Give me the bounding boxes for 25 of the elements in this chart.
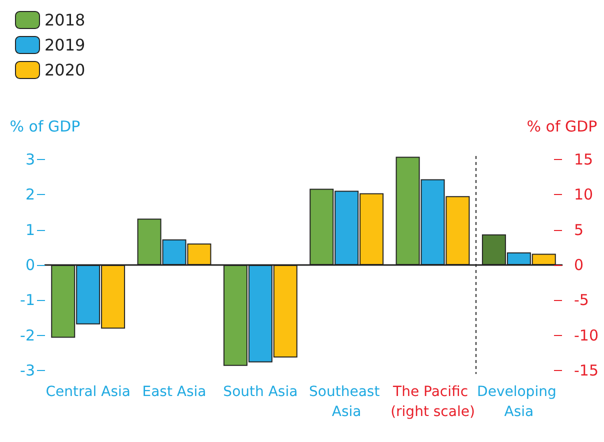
x-tick-label: Developing Asia	[477, 384, 561, 420]
y2-tick-label: 0	[574, 256, 584, 274]
y-tick-label: 2	[25, 186, 35, 204]
y-tick-label: -2	[20, 326, 35, 344]
x-tick-label: East Asia	[142, 384, 206, 400]
y-axis-title: % of GDP	[10, 118, 80, 136]
y-tick-label: -1	[20, 291, 35, 310]
x-tick-label: Southeast Asia	[309, 384, 384, 420]
x-tick-label: Central Asia	[46, 384, 130, 400]
y-tick-label: -3	[20, 361, 35, 380]
y-tick-label: 1	[25, 220, 35, 239]
y2-tick-label: 10	[574, 186, 594, 204]
y-tick-label: 0	[25, 256, 35, 274]
y2-tick-label: -5	[574, 291, 589, 310]
x-tick-label: South Asia	[223, 384, 298, 400]
y-tick-label: 3	[25, 150, 35, 169]
legend-label: 2018	[44, 10, 86, 30]
legend-label: 2020	[44, 60, 86, 80]
y2-tick-label: 15	[574, 150, 594, 169]
y2-tick-label: -15	[574, 361, 598, 380]
y2-tick-label: -10	[574, 326, 598, 344]
y2-tick-label: 5	[574, 220, 584, 239]
x-tick-label: The Pacific (right scale)	[390, 384, 475, 420]
legend-label: 2019	[44, 36, 86, 54]
y2-axis-title: % of GDP	[526, 118, 598, 136]
